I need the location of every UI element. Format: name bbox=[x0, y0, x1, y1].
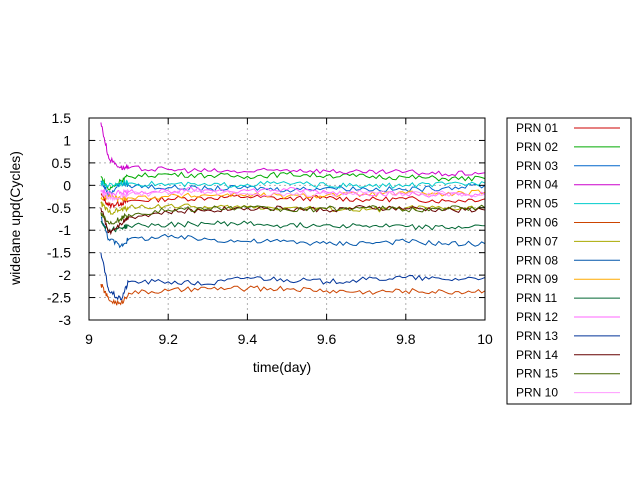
series-line-prn-08 bbox=[100, 216, 486, 249]
y-tick-label: -2 bbox=[59, 267, 72, 283]
legend-label: PRN 07 bbox=[516, 234, 558, 248]
series-line-prn-11 bbox=[100, 220, 486, 234]
plot-frame bbox=[88, 117, 486, 321]
legend: PRN 01 PRN 02 PRN 03 PRN 04 PRN 05 PRN 06 PRN … bbox=[506, 117, 632, 405]
series-line-prn-05 bbox=[100, 179, 486, 189]
tick-layer: -3 -2.5 -2 -1.5 -1 -0.5 0 0.5 1 1.5 9 9.2 9.4 9.6 9.8 1… bbox=[47, 110, 493, 347]
y-tick-label: -0.5 bbox=[47, 200, 71, 216]
legend-label: PRN 02 bbox=[516, 140, 558, 154]
y-tick-label: -3 bbox=[59, 312, 72, 328]
legend-label: PRN 13 bbox=[516, 329, 558, 343]
legend-label: PRN 15 bbox=[516, 367, 558, 381]
series-line-prn-13 bbox=[100, 252, 486, 301]
x-tick-label: 10 bbox=[477, 331, 493, 347]
legend-label: PRN 11 bbox=[516, 291, 557, 305]
series-line-prn-15 bbox=[100, 204, 486, 225]
series-line-prn-06 bbox=[100, 283, 486, 306]
y-tick-label: 0.5 bbox=[52, 155, 72, 171]
series-line-prn-04 bbox=[100, 122, 486, 177]
series-line-prn-07 bbox=[100, 201, 486, 215]
y-tick-label: 1 bbox=[63, 132, 71, 148]
y-tick-label: -1.5 bbox=[47, 245, 71, 261]
x-tick-label: 9.6 bbox=[317, 331, 337, 347]
legend-label: PRN 14 bbox=[516, 348, 558, 362]
legend-label: PRN 01 bbox=[516, 121, 558, 135]
y-tick-label: -1 bbox=[59, 222, 72, 238]
legend-label: PRN 05 bbox=[516, 197, 558, 211]
legend-label: PRN 08 bbox=[516, 253, 558, 267]
series-layer bbox=[100, 122, 486, 306]
x-tick-label: 9.4 bbox=[238, 331, 258, 347]
x-tick-label: 9.2 bbox=[158, 331, 178, 347]
y-tick-label: 0 bbox=[63, 177, 71, 193]
grid-layer bbox=[89, 118, 485, 320]
legend-label: PRN 09 bbox=[516, 272, 558, 286]
x-tick-label: 9 bbox=[85, 331, 93, 347]
x-tick-label: 9.8 bbox=[396, 331, 416, 347]
legend-label: PRN 04 bbox=[516, 178, 558, 192]
y-axis-title: widelane upd(Cycles) bbox=[7, 151, 23, 286]
legend-label: PRN 12 bbox=[516, 310, 558, 324]
y-tick-label: 1.5 bbox=[52, 110, 72, 126]
series-line-prn-10 bbox=[100, 189, 486, 203]
series-line-prn-02 bbox=[100, 171, 486, 191]
y-tick-label: -2.5 bbox=[47, 290, 71, 306]
series-line-prn-01 bbox=[100, 193, 486, 210]
x-axis-title: time(day) bbox=[253, 359, 311, 375]
legend-label: PRN 10 bbox=[516, 386, 558, 400]
legend-label: PRN 03 bbox=[516, 159, 558, 173]
legend-label: PRN 06 bbox=[516, 216, 558, 230]
